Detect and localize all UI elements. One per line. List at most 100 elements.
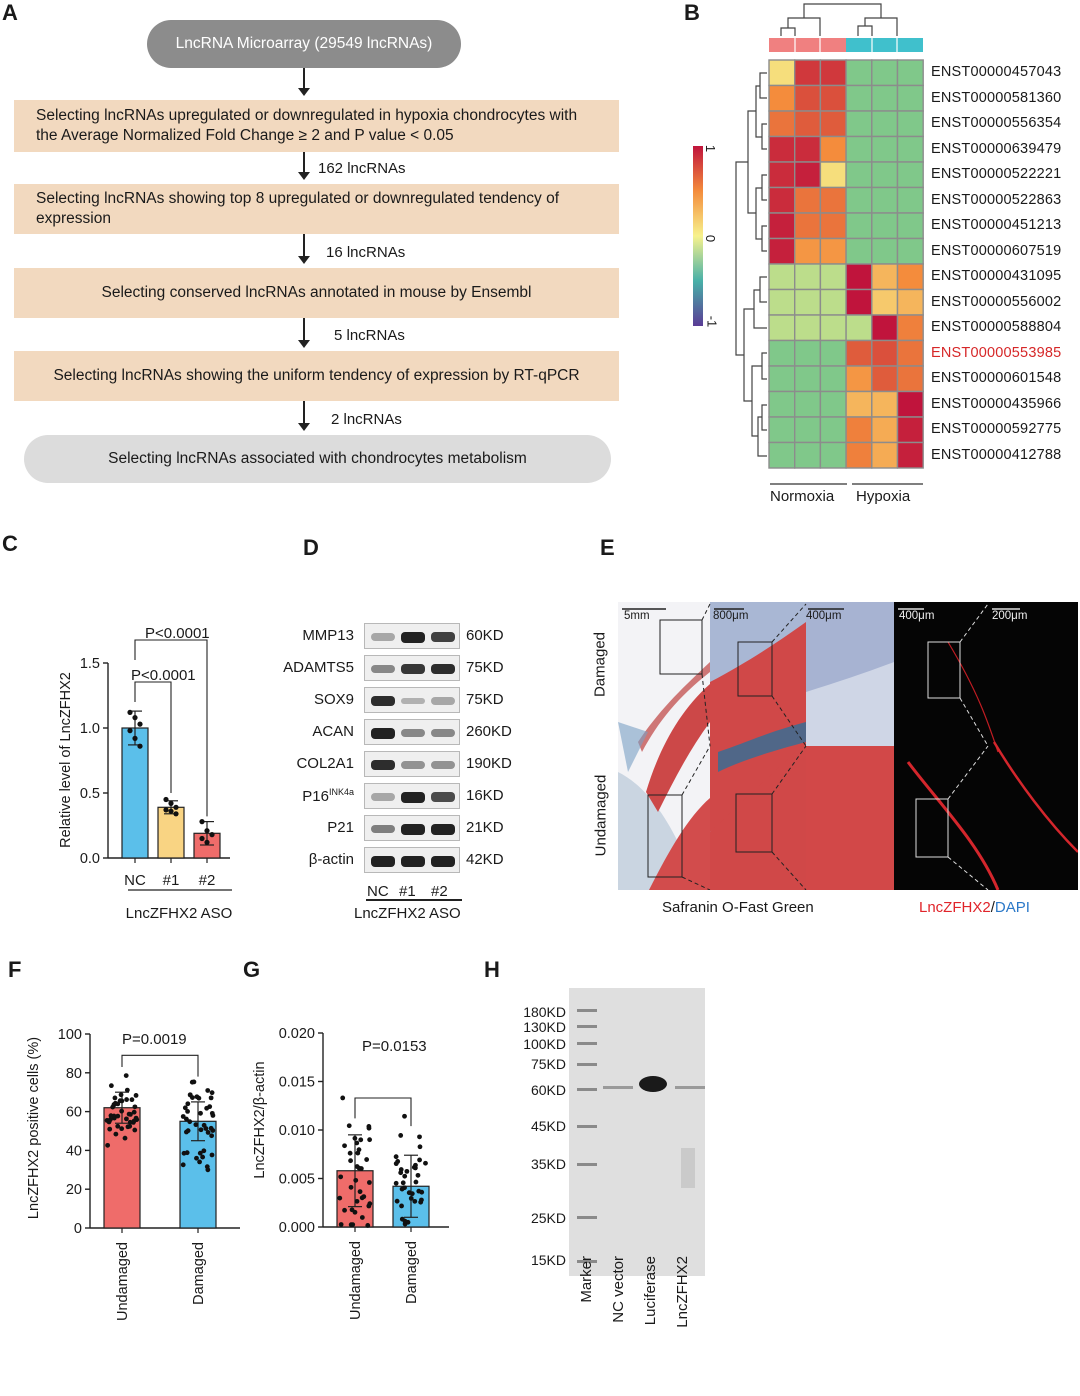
heatmap-cell [896, 263, 924, 291]
x-tick-label: Damaged [404, 1241, 420, 1304]
blot-size-label: 75KD [466, 659, 504, 676]
sig-bracket [121, 1054, 199, 1077]
y-tick-label: 100 [58, 1027, 82, 1043]
data-point [180, 1162, 186, 1168]
data-point [112, 1095, 118, 1101]
heatmap-cell [768, 339, 796, 367]
blot-band [371, 759, 395, 771]
blot-band [401, 855, 425, 867]
column-dendrogram [780, 3, 898, 36]
heatmap-cell [819, 314, 847, 342]
bar [121, 727, 149, 859]
data-point [398, 1133, 404, 1138]
legend-max: 1 [703, 144, 719, 153]
blot-band [371, 855, 395, 867]
group-label-hypoxia: Hypoxia [856, 488, 911, 505]
data-point [409, 1191, 415, 1197]
blot-band [431, 792, 455, 802]
data-point [127, 1119, 133, 1125]
blot-protein-label: MMP13 [302, 627, 354, 644]
y-tick-label: 40 [66, 1143, 82, 1159]
heatmap-cell [794, 441, 822, 469]
chart-c-ylabel: Relative level of LncZFHX2 [58, 672, 74, 848]
heatmap-cell [819, 339, 847, 367]
data-point [198, 1127, 204, 1133]
bar [157, 806, 185, 859]
heatmap-cell [871, 416, 899, 444]
data-point [346, 1123, 352, 1129]
chart-c-group-label: LncZFHX2 ASO [125, 905, 233, 922]
data-point [163, 796, 169, 803]
heatmap-cell [794, 110, 822, 138]
color-legend [693, 146, 703, 326]
data-point [201, 1122, 207, 1128]
marker-size-label: 180KD [523, 1004, 566, 1020]
y-tick-label: 1.0 [80, 721, 100, 737]
data-point [124, 1097, 129, 1102]
histology-images [618, 602, 1078, 890]
heatmap-cell [896, 288, 924, 316]
data-point [137, 743, 143, 749]
heatmap-cell [896, 416, 924, 444]
data-point [113, 1131, 119, 1137]
scale-200um: 200μm [992, 610, 1028, 622]
blot-strip [364, 783, 460, 809]
data-point [209, 1090, 215, 1096]
data-point [356, 1165, 362, 1171]
heatmap-cell [768, 314, 796, 342]
data-point [133, 1093, 139, 1098]
caption-sep: / [990, 899, 995, 916]
data-point [204, 828, 210, 834]
panel-label-e: E [600, 535, 615, 560]
x-tick-label: Undamaged [348, 1241, 364, 1320]
sig-bracket [354, 1097, 412, 1127]
data-point [122, 1135, 128, 1141]
data-point [190, 1095, 195, 1100]
heatmap-cell [871, 441, 899, 469]
lane-label: LncZFHX2 [674, 1256, 691, 1328]
blot-size-label: 16KD [466, 787, 504, 804]
data-point [132, 1127, 138, 1133]
heatmap-cell [871, 161, 899, 189]
blot-band [401, 663, 425, 675]
data-point [119, 1126, 125, 1132]
heatmap-cell [819, 59, 847, 87]
flow-step-2: Selecting lncRNAs showing top 8 upregula… [14, 184, 619, 234]
data-point [412, 1198, 418, 1204]
data-point [193, 1122, 199, 1128]
gene-label: ENST00000451213 [931, 217, 1062, 233]
heatmap-cell [845, 84, 873, 112]
data-point [204, 1105, 210, 1111]
data-point [367, 1180, 372, 1185]
data-point [181, 1150, 187, 1156]
flow-arrow [298, 318, 310, 348]
blot-size-label: 21KD [466, 819, 504, 836]
scale-400um: 400μm [806, 610, 842, 622]
gene-label: ENST00000607519 [931, 242, 1062, 259]
lane-label: Luciferase [642, 1256, 659, 1326]
data-point [124, 1087, 130, 1093]
blot-band [401, 823, 425, 835]
heatmap-cell [819, 441, 847, 469]
caption-lnczfhx2: LncZFHX2 [919, 899, 991, 916]
blot-strip [364, 751, 460, 777]
heatmap-cell [845, 416, 873, 444]
blot-band [431, 823, 455, 835]
data-point [394, 1198, 400, 1204]
data-point [108, 1113, 114, 1119]
panel-label-c: C [2, 531, 18, 556]
data-point [198, 1110, 203, 1116]
data-point [419, 1197, 424, 1203]
data-point [132, 715, 138, 721]
caption-fluorescence: LncZFHX2/DAPI [919, 899, 1030, 916]
heatmap-cell [845, 59, 873, 87]
data-point [413, 1162, 418, 1168]
data-point [199, 835, 205, 842]
heatmap-cell [794, 314, 822, 342]
data-point [417, 1134, 422, 1140]
row-dendrogram [735, 72, 767, 457]
heatmap-cell [845, 110, 873, 138]
data-point [348, 1158, 353, 1164]
heatmap-cell [768, 84, 796, 112]
heatmap-cell [871, 59, 899, 87]
